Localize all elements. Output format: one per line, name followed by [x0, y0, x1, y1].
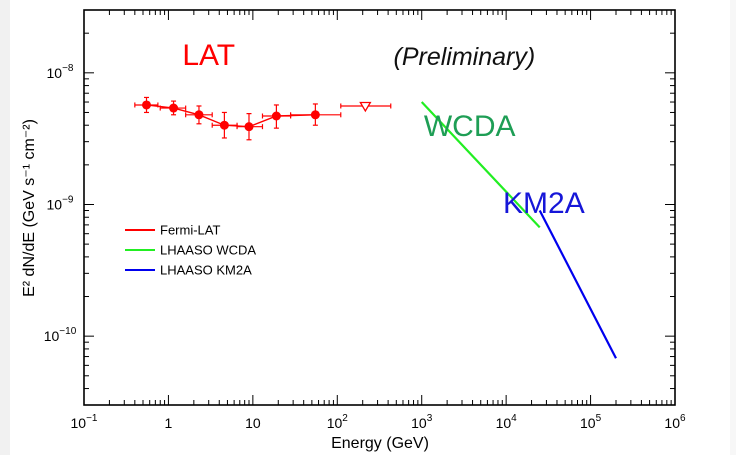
- y-tick-label: 10−8: [47, 63, 74, 81]
- y-tick-label: 10−9: [47, 194, 74, 212]
- annotation-lat: LAT: [182, 39, 235, 72]
- right-edge-strip: [730, 0, 736, 455]
- series-layer: [134, 96, 617, 359]
- lhaaso-wcda-line: [420, 101, 541, 229]
- x-axis-label: Energy (GeV): [331, 435, 429, 452]
- annotation-preliminary: (Preliminary): [394, 43, 536, 71]
- y-axis-label: E² dN/dE (GeV s⁻¹ cm⁻²): [21, 119, 38, 297]
- annotation-km2a: KM2A: [503, 187, 585, 220]
- y-tick-labels: 10−10 10−9 10−8: [44, 63, 77, 344]
- annotations: LAT (Preliminary) WCDA KM2A: [182, 39, 584, 220]
- x-tick-label: 106: [664, 413, 686, 431]
- fermi-data-point: [271, 111, 281, 121]
- annotation-wcda: WCDA: [424, 110, 516, 143]
- axis-ticks: [83, 10, 675, 406]
- fermi-data-point: [142, 100, 152, 110]
- fermi-data-point: [310, 110, 320, 120]
- fermi-data-point: [244, 122, 254, 132]
- x-tick-label: 10−1: [71, 413, 98, 431]
- x-tick-label: 1: [165, 415, 173, 431]
- fermi-data-point: [169, 103, 179, 113]
- legend: Fermi-LAT LHAASO WCDA LHAASO KM2A: [125, 223, 256, 278]
- legend-label: LHAASO WCDA: [160, 243, 256, 258]
- x-tick-labels: 10−1 1 10 102 103 104 105 106: [71, 413, 687, 431]
- x-tick-label: 105: [580, 413, 602, 431]
- x-tick-label: 104: [496, 413, 518, 431]
- fermi-upper-limit-marker: [359, 101, 372, 113]
- legend-label: Fermi-LAT: [160, 223, 220, 238]
- legend-label: LHAASO KM2A: [160, 263, 252, 278]
- plot-frame: [83, 9, 676, 406]
- x-tick-label: 10: [245, 415, 261, 431]
- fermi-data-point: [194, 110, 204, 120]
- x-tick-label: 103: [411, 413, 433, 431]
- y-tick-label: 10−10: [44, 326, 77, 344]
- x-tick-label: 102: [327, 413, 349, 431]
- fermi-data-point: [219, 120, 229, 130]
- lhaaso-km2a-line: [538, 210, 617, 359]
- left-edge-strip: [0, 0, 10, 455]
